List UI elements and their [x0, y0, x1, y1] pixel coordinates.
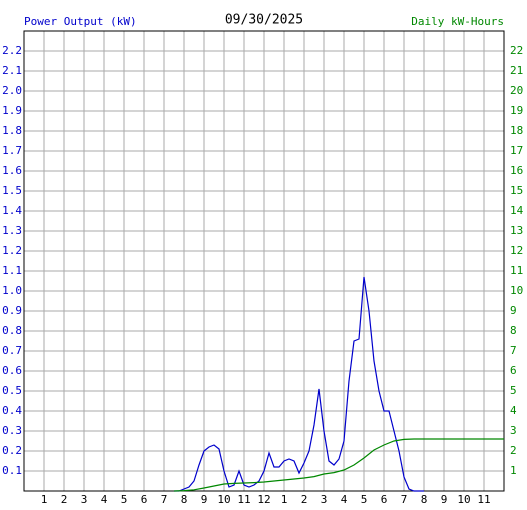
- y2-tick-label: 12: [510, 244, 523, 257]
- x-tick-label: 5: [121, 493, 128, 506]
- y2-tick-label: 1: [510, 464, 517, 477]
- y2-tick-label: 22: [510, 44, 523, 57]
- y-axis-label: Power Output (kW): [24, 15, 137, 28]
- y-tick-label: 0.5: [2, 384, 22, 397]
- x-tick-label: 3: [321, 493, 328, 506]
- x-tick-label: 8: [181, 493, 188, 506]
- x-tick-label: 10: [217, 493, 230, 506]
- plot-border: [23, 30, 505, 492]
- y-tick-label: 0.6: [2, 364, 22, 377]
- x-tick-label: 9: [201, 493, 208, 506]
- y2-tick-label: 6: [510, 364, 517, 377]
- y-tick-label: 1.1: [2, 264, 22, 277]
- y-tick-label: 2.1: [2, 64, 22, 77]
- chart-title: 09/30/2025: [225, 13, 303, 28]
- x-tick-label: 8: [421, 493, 428, 506]
- x-tick-label: 6: [381, 493, 388, 506]
- x-tick-label: 2: [301, 493, 308, 506]
- y-tick-label: 2.0: [2, 84, 22, 97]
- x-tick-label: 9: [441, 493, 448, 506]
- y-tick-label: 0.1: [2, 464, 22, 477]
- y2-tick-label: 16: [510, 164, 523, 177]
- y2-tick-label: 11: [510, 264, 523, 277]
- y2-tick-label: 13: [510, 224, 523, 237]
- y2-tick-label: 9: [510, 304, 517, 317]
- y2-axis-label: Daily kW-Hours: [411, 15, 504, 28]
- y2-tick-label: 14: [510, 204, 524, 217]
- y-tick-label: 1.5: [2, 184, 22, 197]
- y-tick-label: 0.9: [2, 304, 22, 317]
- y-tick-label: 1.2: [2, 244, 22, 257]
- y-tick-label: 1.3: [2, 224, 22, 237]
- x-tick-label: 1: [281, 493, 288, 506]
- y-tick-label: 1.7: [2, 144, 22, 157]
- y-tick-label: 1.8: [2, 124, 22, 137]
- x-tick-label: 12: [257, 493, 270, 506]
- y2-tick-label: 18: [510, 124, 523, 137]
- x-tick-label: 4: [101, 493, 108, 506]
- y2-tick-label: 7: [510, 344, 517, 357]
- x-tick-label: 11: [237, 493, 250, 506]
- y-tick-label: 0.8: [2, 324, 22, 337]
- x-tick-label: 5: [361, 493, 368, 506]
- y-tick-label: 2.2: [2, 44, 22, 57]
- y-tick-label: 0.3: [2, 424, 22, 437]
- series-line: [173, 438, 504, 492]
- y2-tick-label: 20: [510, 84, 523, 97]
- series-line: [174, 276, 424, 492]
- y2-tick-label: 4: [510, 404, 517, 417]
- y-tick-label: 1.0: [2, 284, 22, 297]
- y2-tick-label: 15: [510, 184, 523, 197]
- y2-tick-label: 19: [510, 104, 523, 117]
- y2-tick-label: 21: [510, 64, 523, 77]
- y2-tick-label: 10: [510, 284, 523, 297]
- x-tick-label: 7: [401, 493, 408, 506]
- x-tick-label: 11: [477, 493, 490, 506]
- y-tick-label: 1.4: [2, 204, 22, 217]
- y2-tick-label: 17: [510, 144, 523, 157]
- x-tick-label: 4: [341, 493, 348, 506]
- y2-tick-label: 5: [510, 384, 517, 397]
- y-tick-label: 0.2: [2, 444, 22, 457]
- x-tick-label: 7: [161, 493, 168, 506]
- y2-tick-label: 3: [510, 424, 517, 437]
- y2-tick-label: 8: [510, 324, 517, 337]
- y-tick-label: 0.4: [2, 404, 22, 417]
- x-tick-label: 10: [457, 493, 470, 506]
- y-tick-label: 1.9: [2, 104, 22, 117]
- y-tick-label: 0.7: [2, 344, 22, 357]
- x-tick-label: 3: [81, 493, 88, 506]
- x-tick-label: 6: [141, 493, 148, 506]
- y2-tick-label: 2: [510, 444, 517, 457]
- x-tick-label: 1: [41, 493, 48, 506]
- x-tick-label: 2: [61, 493, 68, 506]
- y-tick-label: 1.6: [2, 164, 22, 177]
